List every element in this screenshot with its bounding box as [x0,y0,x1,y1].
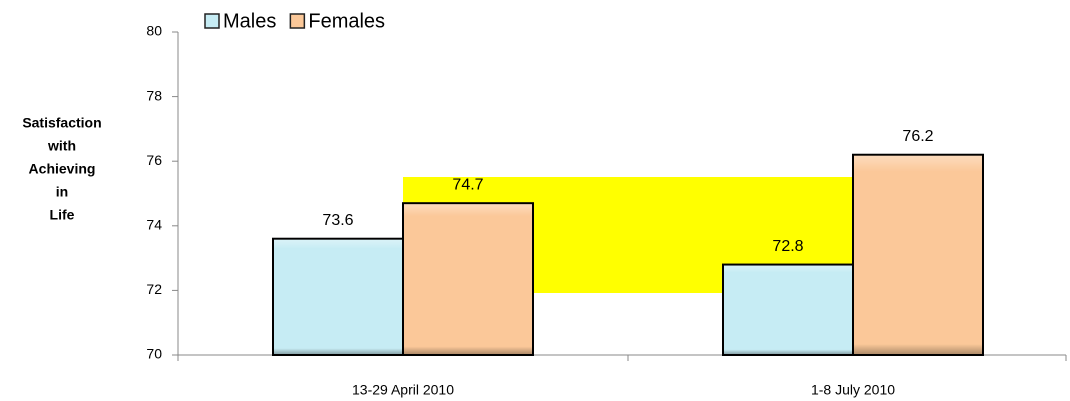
legend-label: Females [308,10,385,32]
y-axis-label: in [56,184,68,200]
y-axis-label: Life [50,207,75,223]
bar-shade [854,155,982,354]
legend-swatch [204,13,220,29]
y-tick-label: 80 [146,23,162,39]
data-label: 76.2 [902,128,933,145]
y-tick-label: 76 [146,152,162,168]
y-axis-label: Achieving [29,161,96,177]
bar-shade [274,239,402,354]
y-tick-label: 78 [146,87,162,103]
legend-swatch [289,13,306,29]
data-label: 74.7 [452,176,483,193]
data-label: 73.6 [322,212,353,229]
y-tick-label: 70 [146,346,162,362]
bar-shade [724,265,852,354]
y-tick-label: 74 [146,217,162,233]
y-axis-label: with [47,138,76,154]
x-tick-label: 13-29 April 2010 [352,382,454,398]
y-axis-label: Satisfaction [22,115,101,131]
bar-shade [404,204,532,354]
x-tick-label: 1-8 July 2010 [811,382,895,398]
data-label: 72.8 [772,238,803,255]
y-tick-label: 72 [146,281,162,297]
legend-label: Males [223,10,276,32]
